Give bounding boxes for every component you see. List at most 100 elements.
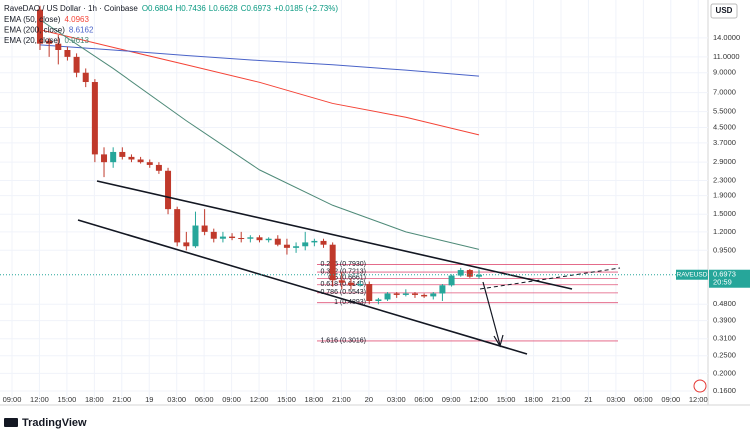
candle-body bbox=[375, 299, 382, 302]
currency: USD bbox=[716, 6, 733, 15]
candle-body bbox=[448, 275, 455, 286]
ohlc: +0.0185 (+2.73%) bbox=[274, 4, 338, 13]
x-tick-label: 03:00 bbox=[387, 395, 406, 404]
lower-trend-line bbox=[77, 219, 528, 355]
candle-body bbox=[37, 9, 43, 44]
x-tick-label: 18:00 bbox=[85, 395, 104, 404]
x-tick-label: 09:00 bbox=[3, 395, 22, 404]
y-tick-label: 14.0000 bbox=[713, 33, 740, 42]
candle-body bbox=[430, 293, 437, 297]
x-tick-label: 20 bbox=[365, 395, 373, 404]
fib-label: 0.786 (0.5543) bbox=[320, 289, 366, 296]
candle-body bbox=[366, 284, 373, 302]
ema-value: 4.0963 bbox=[64, 15, 89, 24]
countdown: 20:59 bbox=[713, 278, 732, 287]
x-tick-label: 12:00 bbox=[30, 395, 49, 404]
ema-legend: EMA (20, close) 0.9613 bbox=[4, 36, 89, 45]
candle-body bbox=[201, 225, 208, 232]
price-tag: 0.6973 bbox=[713, 270, 736, 279]
y-tick-label: 5.5000 bbox=[713, 107, 736, 116]
ohlc: C0.6973 bbox=[241, 4, 272, 13]
x-tick-label: 06:00 bbox=[634, 395, 653, 404]
candle-body bbox=[439, 285, 446, 294]
ema-lines bbox=[39, 19, 480, 250]
candle-body bbox=[402, 293, 409, 295]
candle-body bbox=[137, 159, 144, 163]
candle-body bbox=[229, 236, 236, 239]
x-tick-label: 15:00 bbox=[58, 395, 77, 404]
x-tick-label: 12:00 bbox=[689, 395, 708, 404]
x-tick-label: 06:00 bbox=[195, 395, 214, 404]
x-tick-label: 21 bbox=[584, 395, 592, 404]
y-tick-label: 3.7000 bbox=[713, 138, 736, 147]
ohlc: H0.7436 bbox=[176, 4, 207, 13]
legend: RaveDAO / US Dollar · 1h · Coinbase O0.68… bbox=[4, 4, 338, 45]
candle-body bbox=[238, 238, 245, 240]
fib-label: 1 (0.4893) bbox=[334, 299, 366, 306]
candle-body bbox=[82, 72, 89, 83]
upper-trend-line bbox=[96, 180, 573, 290]
candle-body bbox=[256, 237, 263, 241]
brand-name: TradingView bbox=[22, 417, 87, 429]
ema-name: EMA (50, close) bbox=[4, 15, 61, 24]
x-tick-label: 15:00 bbox=[277, 395, 296, 404]
candle-body bbox=[384, 293, 391, 300]
currency-box: USD bbox=[710, 3, 738, 19]
ohlc: O0.6804 bbox=[142, 4, 173, 13]
candle-body bbox=[73, 56, 80, 73]
symbol-tag-bg bbox=[676, 269, 708, 280]
ema-line bbox=[39, 29, 480, 136]
fib-label: 0.382 (0.7213) bbox=[320, 268, 366, 275]
title: RaveDAO / US Dollar · 1h · Coinbase bbox=[4, 4, 138, 13]
x-tick-label: 21:00 bbox=[332, 395, 351, 404]
time-zone-button[interactable] bbox=[693, 379, 707, 393]
y-tick-label: 11.0000 bbox=[713, 52, 740, 61]
candle-body bbox=[247, 237, 254, 239]
price-tag-bg bbox=[709, 269, 750, 288]
brand: TradingView bbox=[4, 417, 87, 429]
y-tick-label: 0.2500 bbox=[713, 351, 736, 360]
y-tick-label: 7.0000 bbox=[713, 88, 736, 97]
ema-value: 8.6162 bbox=[69, 26, 94, 35]
x-tick-label: 09:00 bbox=[442, 395, 461, 404]
candle-body bbox=[91, 82, 98, 155]
candle-body bbox=[210, 231, 217, 239]
y-tick-label: 0.1600 bbox=[713, 386, 736, 395]
y-tick-label: 2.3000 bbox=[713, 175, 736, 184]
ema-line bbox=[39, 19, 480, 250]
symbol-title: RaveDAO / US Dollar · 1h · Coinbase O0.68… bbox=[4, 4, 338, 13]
candle-body bbox=[347, 282, 354, 286]
candles bbox=[37, 5, 482, 305]
y-tick-label: 0.4800 bbox=[713, 299, 736, 308]
y-tick-label: 4.5000 bbox=[713, 122, 736, 131]
x-tick-label: 12:00 bbox=[250, 395, 269, 404]
candle-body bbox=[192, 225, 199, 247]
x-tick-label: 03:00 bbox=[167, 395, 186, 404]
candle-body bbox=[411, 293, 418, 295]
candle-body bbox=[146, 162, 153, 165]
x-tick-label: 15:00 bbox=[497, 395, 516, 404]
symbol-tag: RAVEUSD bbox=[677, 271, 708, 278]
ema-value: 0.9613 bbox=[64, 36, 89, 45]
x-tick-label: 03:00 bbox=[607, 395, 626, 404]
candle-body bbox=[338, 280, 345, 283]
drawings bbox=[77, 180, 621, 355]
candle-body bbox=[311, 240, 318, 243]
candle-body bbox=[393, 293, 400, 295]
x-tick-label: 21:00 bbox=[112, 395, 131, 404]
candle-body bbox=[302, 242, 309, 247]
currency-frame bbox=[710, 3, 738, 19]
y-tick-label: 1.5000 bbox=[713, 209, 736, 218]
candle-body bbox=[174, 209, 181, 243]
candle-body bbox=[283, 244, 290, 248]
ema-name: EMA (20, close) bbox=[4, 36, 61, 45]
icon[interactable] bbox=[693, 379, 707, 393]
y-tick-label: 0.3100 bbox=[713, 334, 736, 343]
candle-body bbox=[357, 284, 364, 286]
y-tick-label: 0.2000 bbox=[713, 368, 736, 377]
y-tick-label: 0.9500 bbox=[713, 245, 736, 254]
candle-body bbox=[183, 242, 190, 247]
